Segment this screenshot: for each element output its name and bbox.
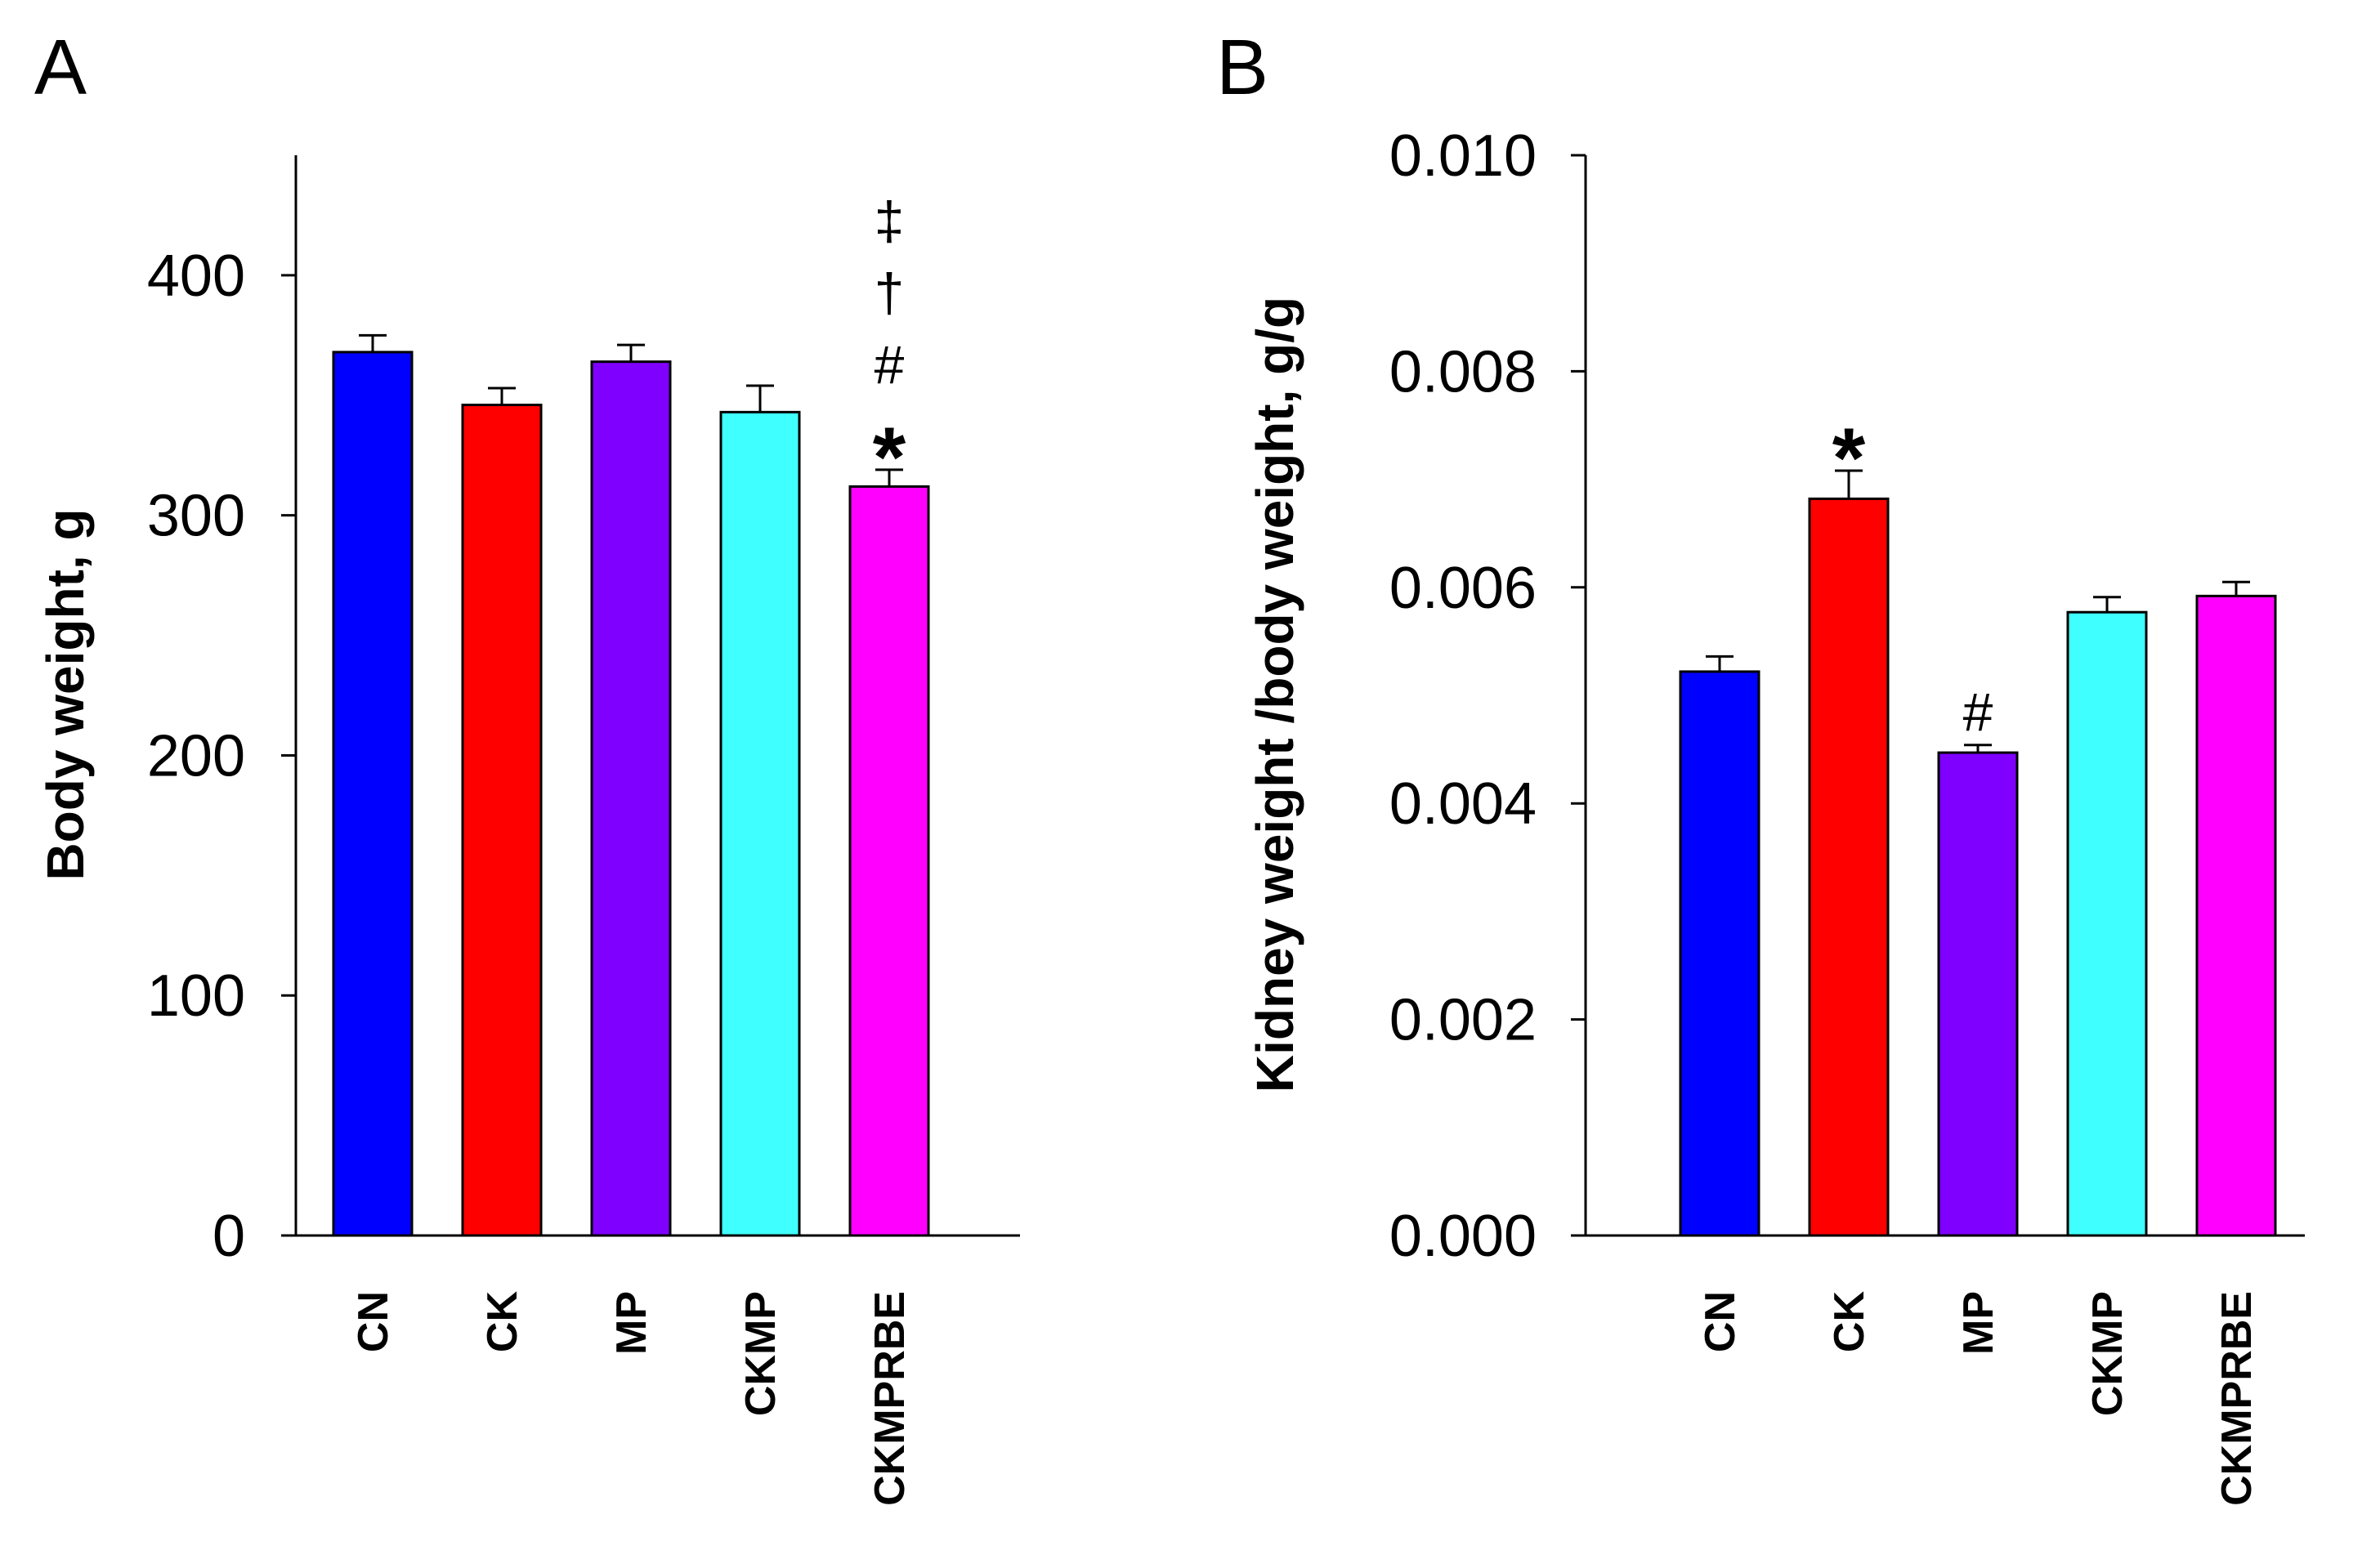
y-tick-label: 0.008 xyxy=(1389,339,1537,404)
significance-symbol: * xyxy=(873,410,906,505)
y-tick-label: 0.004 xyxy=(1389,771,1537,837)
category-label-ckmp: CKMP xyxy=(737,1291,785,1416)
category-label-cn: CN xyxy=(350,1291,397,1352)
y-tick-label: 200 xyxy=(147,723,245,789)
category-label-cn: CN xyxy=(1697,1291,1744,1352)
significance-symbol: ‡ xyxy=(875,190,905,251)
bar-ck xyxy=(461,404,543,1237)
bar-mp xyxy=(1937,751,2019,1237)
significance-symbol: # xyxy=(1963,681,1993,742)
y-tick-label: 0.002 xyxy=(1389,988,1537,1053)
category-label-mp: MP xyxy=(1955,1291,2002,1355)
bar-ckmprbe xyxy=(2195,594,2277,1237)
panel-b: B Kidney weight /body weight, g/g 0.000 0.0… xyxy=(1216,24,2305,1506)
y-tick-label: 0 xyxy=(212,1204,245,1269)
category-label-ckmprbe: CKMPRBE xyxy=(866,1291,914,1506)
y-axis-label: Kidney weight /body weight, g/g xyxy=(1246,297,1304,1092)
bar-cn xyxy=(1679,670,1760,1237)
bar-ckmp xyxy=(719,410,801,1237)
bar-cn xyxy=(332,351,414,1237)
significance-symbol: † xyxy=(875,262,905,323)
category-label-mp: MP xyxy=(608,1291,655,1355)
y-tick-label: 0.000 xyxy=(1389,1204,1537,1269)
y-tick-label: 0.010 xyxy=(1389,123,1537,189)
panel-letter: A xyxy=(34,24,87,111)
y-tick-label: 0.006 xyxy=(1389,556,1537,621)
bar-ck xyxy=(1808,497,1890,1237)
category-label-ck: CK xyxy=(479,1291,526,1353)
category-label-ckmprbe: CKMPRBE xyxy=(2213,1291,2261,1506)
bar-mp xyxy=(590,360,672,1237)
y-tick-label: 300 xyxy=(147,484,245,549)
y-axis-label: Body weight, g xyxy=(36,508,95,880)
category-label-ck: CK xyxy=(1826,1291,1873,1353)
bar-ckmp xyxy=(2066,610,2148,1237)
category-label-ckmp: CKMP xyxy=(2084,1291,2132,1416)
y-tick-label: 400 xyxy=(147,244,245,309)
significance-symbol: # xyxy=(875,334,905,395)
significance-symbol: * xyxy=(1832,411,1866,506)
bar-ckmprbe xyxy=(848,485,930,1237)
y-tick-label: 100 xyxy=(147,963,245,1029)
panel-letter: B xyxy=(1216,24,1268,111)
